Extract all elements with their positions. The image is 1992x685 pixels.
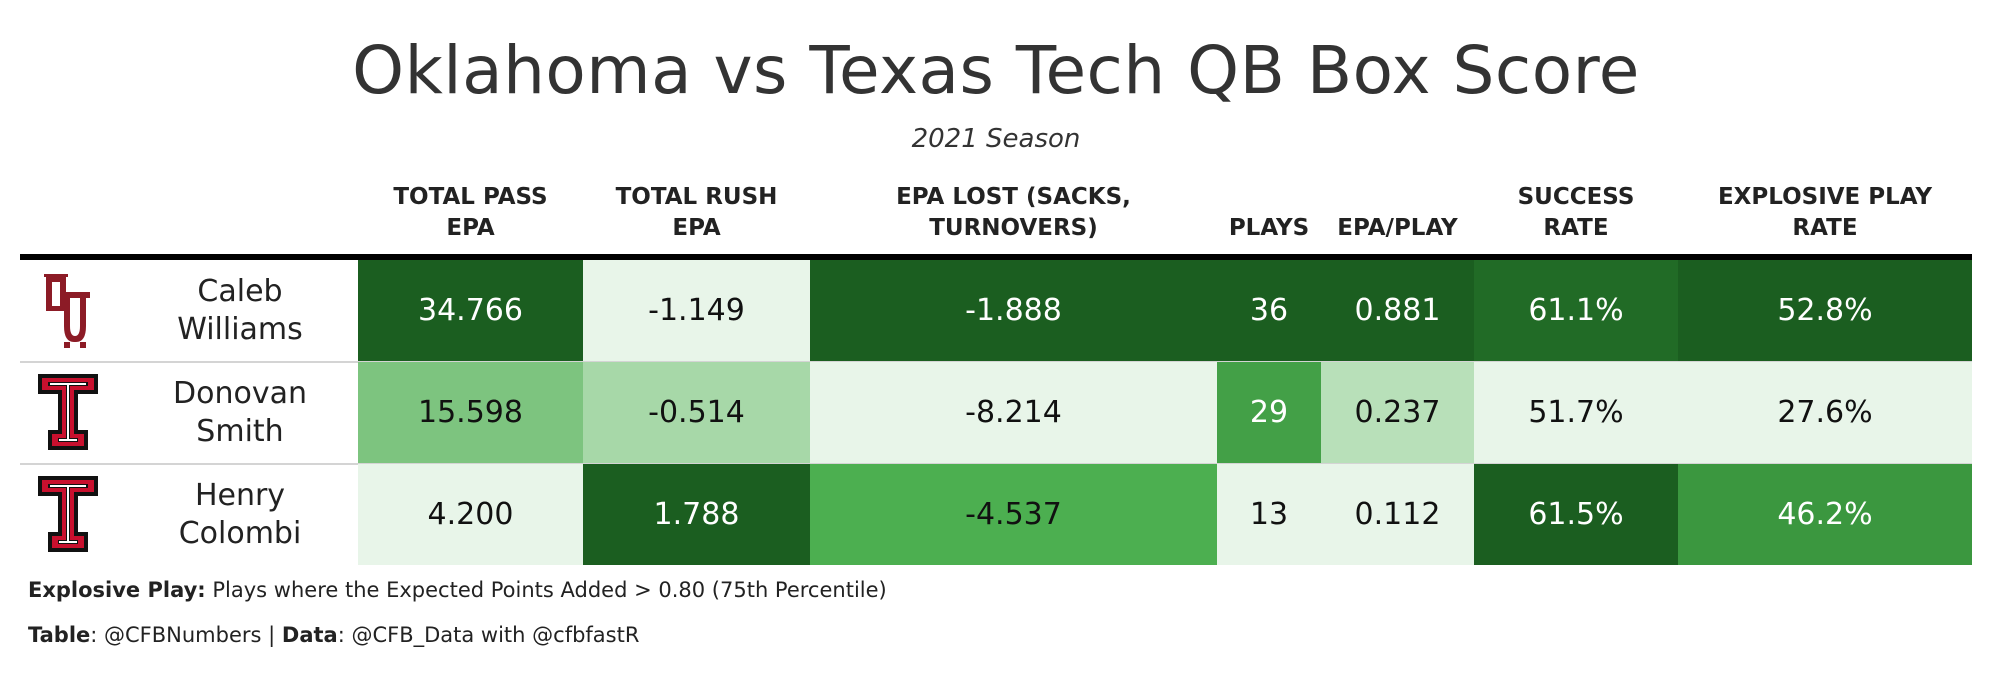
- team-logo: [36, 372, 100, 457]
- column-header-line: EPA LOST (SACKS,: [896, 184, 1131, 210]
- texas-tech-double-t-logo: [38, 374, 98, 450]
- cell-plays: 13: [1217, 464, 1321, 565]
- texas-tech-double-t-logo: [38, 476, 98, 552]
- page-title: Oklahoma vs Texas Tech QB Box Score: [352, 32, 1640, 109]
- header-divider: [20, 254, 1972, 260]
- cell-epa_lost: -1.888: [810, 260, 1217, 361]
- column-header-text: TOTAL PASS EPA: [393, 182, 547, 244]
- column-header-total_pass_epa: TOTAL PASS EPA: [358, 182, 583, 244]
- cell-epa_play: 0.881: [1321, 260, 1474, 361]
- column-header-line: SUCCESS: [1517, 184, 1635, 210]
- cell-epa_lost: -4.537: [810, 464, 1217, 565]
- player-name-text: Caleb Williams: [177, 273, 303, 349]
- oklahoma-ou-logo: [44, 274, 90, 348]
- cell-explosive_rate: 27.6%: [1678, 362, 1972, 463]
- player-name-line: Smith: [196, 413, 284, 449]
- column-header-line: EXPLOSIVE PLAY: [1717, 184, 1933, 210]
- footnote-explosive: Explosive Play: Plays where the Expected…: [28, 578, 887, 602]
- cell-total_pass_epa: 34.766: [358, 260, 583, 361]
- column-header-line: EPA/PLAY: [1337, 215, 1458, 241]
- player-name: Donovan Smith: [140, 362, 340, 463]
- column-header-text: TOTAL RUSH EPA: [616, 182, 778, 244]
- player-name-text: Henry Colombi: [179, 477, 302, 553]
- player-name: Caleb Williams: [140, 260, 340, 361]
- column-header-text: EPA LOST (SACKS, TURNOVERS): [896, 182, 1131, 244]
- table-row: Donovan Smith 15.598 -0.514 -8.214 29 0.237 51.…: [20, 362, 1972, 463]
- player-name-line: Colombi: [178, 515, 302, 551]
- cell-total_rush_epa: -1.149: [583, 260, 810, 361]
- player-name-text: Donovan Smith: [173, 375, 307, 451]
- column-header-line: PLAYS: [1228, 215, 1310, 241]
- column-header-line: RATE: [1792, 215, 1858, 241]
- player-name-line: Henry: [194, 477, 286, 513]
- table-row: Caleb Williams 34.766 -1.149 -1.888 36 0.881 61…: [20, 260, 1972, 361]
- page-subtitle: 2021 Season: [911, 124, 1081, 154]
- table-row: Henry Colombi 4.200 1.788 -4.537 13 0.112 61.5%…: [20, 464, 1972, 565]
- column-header-line: RATE: [1543, 215, 1609, 241]
- column-header-epa_lost: EPA LOST (SACKS, TURNOVERS): [810, 182, 1217, 244]
- player-name: Henry Colombi: [140, 464, 340, 565]
- column-header-line: TOTAL PASS: [393, 184, 548, 210]
- player-name-line: Donovan: [173, 375, 307, 411]
- player-name-line: Caleb: [197, 273, 283, 309]
- column-header-line: TOTAL RUSH: [615, 184, 778, 210]
- cell-epa_lost: -8.214: [810, 362, 1217, 463]
- column-header-epa_play: EPA/PLAY: [1321, 182, 1474, 244]
- team-logo: [40, 270, 98, 355]
- column-header-text: PLAYS: [1229, 213, 1309, 244]
- column-header-text: EXPLOSIVE PLAY RATE: [1718, 182, 1932, 244]
- footnote-explosive-text: Plays where the Expected Points Added > …: [205, 578, 887, 602]
- cell-epa_play: 0.112: [1321, 464, 1474, 565]
- column-header-text: SUCCESS RATE: [1518, 182, 1635, 244]
- footnote-credits: Table: @CFBNumbers | Data: @CFB_Data wit…: [28, 623, 639, 647]
- footnote-table-value: : @CFBNumbers |: [90, 623, 282, 647]
- cell-explosive_rate: 46.2%: [1678, 464, 1972, 565]
- cell-epa_play: 0.237: [1321, 362, 1474, 463]
- footnote-explosive-label: Explosive Play:: [28, 578, 206, 602]
- footnote-table-label: Table: [28, 623, 91, 647]
- footnote-data-label: Data: [281, 623, 338, 647]
- cell-total_pass_epa: 15.598: [358, 362, 583, 463]
- column-header-total_rush_epa: TOTAL RUSH EPA: [583, 182, 810, 244]
- footnote-data-value: : @CFB_Data with @cfbfastR: [337, 623, 640, 647]
- column-header-plays: PLAYS: [1217, 182, 1321, 244]
- cell-success_rate: 61.1%: [1474, 260, 1678, 361]
- cell-plays: 36: [1217, 260, 1321, 361]
- column-header-text: EPA/PLAY: [1337, 213, 1457, 244]
- cell-total_rush_epa: 1.788: [583, 464, 810, 565]
- cell-total_pass_epa: 4.200: [358, 464, 583, 565]
- cell-success_rate: 61.5%: [1474, 464, 1678, 565]
- cell-plays: 29: [1217, 362, 1321, 463]
- cell-success_rate: 51.7%: [1474, 362, 1678, 463]
- team-logo: [36, 474, 100, 559]
- column-header-explosive_rate: EXPLOSIVE PLAY RATE: [1678, 182, 1972, 244]
- player-name-line: Williams: [177, 311, 303, 347]
- column-header-line: TURNOVERS): [929, 215, 1098, 241]
- cell-explosive_rate: 52.8%: [1678, 260, 1972, 361]
- cell-total_rush_epa: -0.514: [583, 362, 810, 463]
- column-header-success_rate: SUCCESS RATE: [1474, 182, 1678, 244]
- column-header-line: EPA: [672, 215, 721, 241]
- column-header-line: EPA: [446, 215, 495, 241]
